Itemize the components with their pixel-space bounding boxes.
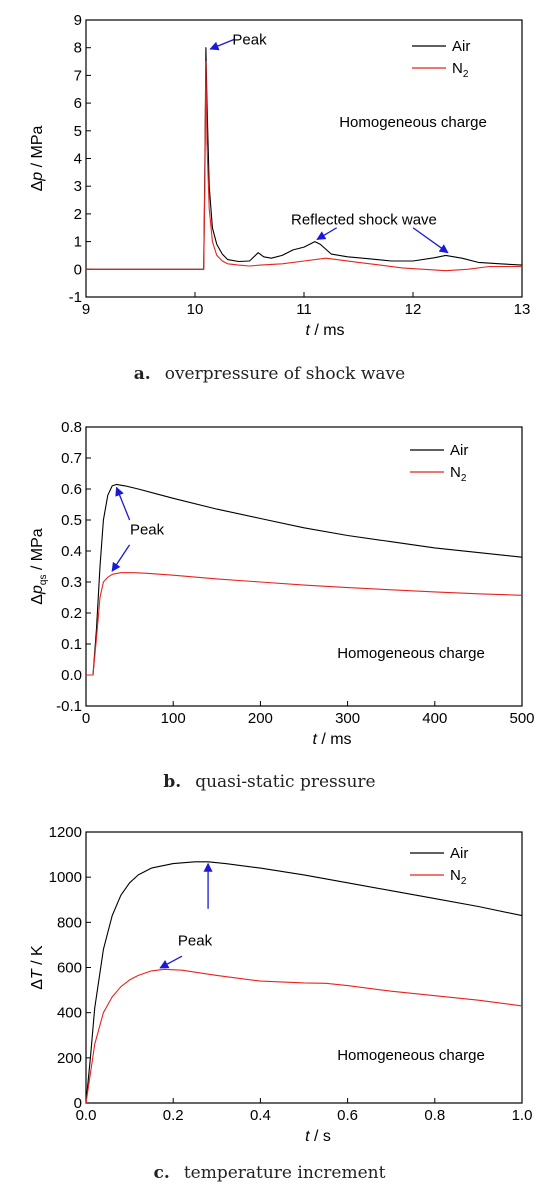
annotation-arrow: [209, 38, 235, 51]
x-tick-label: 11: [296, 301, 312, 318]
x-axis-label: t / s: [305, 1128, 331, 1145]
legend: Air N2: [412, 38, 470, 80]
caption-b: b. quasi-static pressure: [0, 772, 539, 792]
x-tick-label: 400: [422, 710, 447, 727]
annotation-arrow: [316, 227, 338, 240]
y-tick-label: 7: [74, 67, 82, 84]
caption-text: quasi-static pressure: [195, 772, 376, 792]
x-tick-label: 0: [82, 710, 90, 727]
series-line-n2: [86, 572, 523, 676]
chart-quasi-static-pressure: -0.1 0.0 0.1 0.2 0.3 0.4 0.5 0.6 0.7 0.8 0 100 200 30…: [29, 419, 535, 748]
caption-a: a. overpressure of shock wave: [0, 364, 539, 384]
condition-label: Homogeneous charge: [339, 114, 487, 131]
y-tick-label: 0.8: [61, 419, 82, 436]
legend-label-air: Air: [450, 845, 468, 862]
x-tick-label: 9: [82, 301, 90, 318]
y-tick-label: 2: [74, 206, 82, 223]
y-tick-label: 0: [74, 261, 82, 278]
y-tick-label: 9: [74, 12, 82, 29]
annotation: Peak: [111, 486, 165, 572]
chart-panel-a: -1 0 1 2 3 4 5 6 7 8 9 9 10 11 12 13 Air N2 Homogeneous ch…: [0, 0, 539, 392]
annotation-label: Reflected shock wave: [291, 211, 437, 228]
chart-temperature-increment: 0 200 400 600 800 1000 1200 0.0 0.2 0.4 0.6 0.8 1.0 A…: [29, 824, 533, 1145]
x-tick-label: 300: [335, 710, 360, 727]
legend-label-n2: N2: [450, 867, 467, 887]
y-tick-label: 600: [57, 960, 82, 977]
y-tick-label: 1000: [49, 869, 82, 886]
chart-panel-b: -0.1 0.0 0.1 0.2 0.3 0.4 0.5 0.6 0.7 0.8 0 100 200 30…: [0, 410, 539, 800]
x-tick-label: 200: [248, 710, 273, 727]
y-axis-label: Δpqs / MPa: [29, 528, 49, 604]
annotation-arrow: [115, 486, 131, 521]
x-tick-label: 10: [187, 301, 204, 318]
annotation-arrow: [412, 227, 449, 254]
plot-frame: [85, 426, 523, 707]
legend-label-air: Air: [452, 38, 470, 55]
x-tick-label: 0.0: [76, 1107, 97, 1124]
y-tick-label: 0.7: [61, 450, 82, 467]
x-tick-label: 0.2: [163, 1107, 184, 1124]
y-tick-label: 0.0: [61, 667, 82, 684]
x-tick-label: 500: [509, 710, 534, 727]
caption-text: temperature increment: [183, 1163, 386, 1183]
annotation-label: Peak: [178, 932, 213, 949]
chart-panel-c: 0 200 400 600 800 1000 1200 0.0 0.2 0.4 0.6 0.8 1.0 A…: [0, 815, 539, 1192]
caption-letter: a.: [133, 364, 151, 384]
series-line-n2: [85, 968, 523, 1104]
y-axis-label: ΔT / K: [29, 945, 46, 990]
annotation-label: Peak: [130, 521, 165, 538]
y-tick-label: 0.1: [61, 636, 82, 653]
y-tick-label: 8: [74, 40, 82, 57]
caption-letter: b.: [163, 772, 182, 792]
annotation: Peak: [209, 31, 267, 51]
annotation: Reflected shock wave: [291, 211, 449, 254]
y-tick-label: 6: [74, 95, 82, 112]
y-tick-label: 3: [74, 178, 82, 195]
legend: Air N2: [410, 845, 468, 887]
caption-letter: c.: [153, 1163, 170, 1183]
condition-label: Homogeneous charge: [337, 645, 485, 662]
series-line-air: [86, 47, 523, 270]
x-tick-label: 0.6: [337, 1107, 358, 1124]
series-line-air: [86, 483, 523, 676]
y-tick-label: 0.5: [61, 512, 82, 529]
y-tick-label: 200: [57, 1050, 82, 1067]
y-tick-label: 0.3: [61, 574, 82, 591]
legend: Air N2: [410, 442, 468, 484]
series-line-n2: [86, 61, 522, 272]
y-tick-label: 800: [57, 914, 82, 931]
legend-label-n2: N2: [452, 60, 469, 80]
y-tick-label: -0.1: [56, 698, 82, 715]
x-axis-label: t / ms: [312, 731, 351, 748]
legend-label-air: Air: [450, 442, 468, 459]
y-tick-label: 0.4: [61, 543, 82, 560]
annotation-label: Peak: [232, 31, 267, 48]
y-tick-label: 4: [74, 151, 82, 168]
y-tick-label: 400: [57, 1005, 82, 1022]
x-tick-label: 0.8: [424, 1107, 445, 1124]
x-tick-label: 1.0: [512, 1107, 533, 1124]
y-axis-label: Δp / MPa: [29, 125, 46, 191]
y-tick-label: -1: [69, 289, 82, 306]
caption-c: c. temperature increment: [0, 1163, 539, 1183]
x-tick-label: 100: [161, 710, 186, 727]
annotation-arrow: [111, 544, 131, 572]
x-tick-label: 13: [514, 301, 531, 318]
annotation: Peak: [159, 862, 213, 969]
y-tick-label: 1200: [49, 824, 82, 841]
y-tick-label: 1: [74, 234, 82, 251]
condition-label: Homogeneous charge: [337, 1047, 485, 1064]
y-tick-label: 0.6: [61, 481, 82, 498]
x-tick-label: 12: [405, 301, 422, 318]
y-tick-label: 5: [74, 123, 82, 140]
x-axis-label: t / ms: [305, 322, 344, 339]
series-line-air: [85, 861, 523, 1104]
y-tick-label: 0.2: [61, 605, 82, 622]
y-tick-label: 0: [74, 1095, 82, 1112]
caption-text: overpressure of shock wave: [164, 364, 406, 384]
x-tick-label: 0.4: [250, 1107, 271, 1124]
legend-label-n2: N2: [450, 464, 467, 484]
annotation-arrow: [159, 955, 183, 969]
